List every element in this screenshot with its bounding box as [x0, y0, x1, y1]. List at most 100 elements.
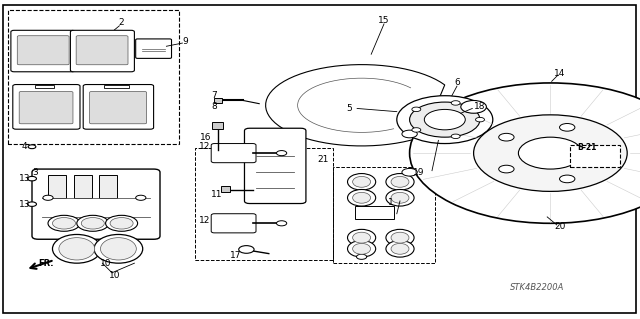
FancyBboxPatch shape: [19, 92, 73, 124]
FancyBboxPatch shape: [13, 85, 80, 129]
Circle shape: [451, 134, 460, 138]
Circle shape: [52, 218, 76, 229]
Circle shape: [28, 145, 36, 149]
Circle shape: [597, 149, 612, 157]
Ellipse shape: [353, 232, 371, 243]
Ellipse shape: [94, 234, 143, 263]
FancyBboxPatch shape: [90, 92, 147, 124]
Text: 10: 10: [109, 271, 121, 280]
FancyBboxPatch shape: [211, 214, 256, 233]
Circle shape: [476, 117, 484, 122]
Ellipse shape: [353, 243, 371, 254]
Circle shape: [461, 100, 486, 113]
FancyBboxPatch shape: [244, 128, 306, 204]
Text: 15: 15: [378, 16, 390, 25]
Text: 17: 17: [230, 251, 241, 260]
Text: 8: 8: [212, 102, 217, 111]
Circle shape: [412, 128, 421, 132]
Text: 14: 14: [554, 69, 566, 78]
Ellipse shape: [386, 229, 414, 246]
FancyBboxPatch shape: [76, 36, 128, 65]
Circle shape: [559, 175, 575, 183]
Text: 4: 4: [22, 142, 27, 151]
FancyBboxPatch shape: [17, 36, 69, 65]
Circle shape: [499, 133, 514, 141]
Circle shape: [474, 115, 627, 191]
Ellipse shape: [100, 238, 136, 260]
Text: 9: 9: [183, 37, 188, 46]
Text: 21: 21: [317, 155, 329, 164]
Circle shape: [276, 221, 287, 226]
Text: 13: 13: [19, 174, 30, 183]
Circle shape: [110, 218, 133, 229]
Ellipse shape: [386, 189, 414, 206]
FancyBboxPatch shape: [211, 144, 256, 163]
Circle shape: [77, 215, 109, 231]
Polygon shape: [266, 65, 445, 146]
Text: 5: 5: [346, 104, 351, 113]
Bar: [212, 122, 223, 129]
Ellipse shape: [353, 192, 371, 203]
Circle shape: [402, 168, 417, 176]
Bar: [104, 85, 129, 88]
Text: 19: 19: [413, 168, 425, 177]
Circle shape: [559, 123, 575, 131]
Text: STK4B2200A: STK4B2200A: [511, 283, 564, 292]
Circle shape: [106, 215, 138, 231]
Circle shape: [43, 195, 53, 200]
Text: 18: 18: [474, 102, 486, 111]
Circle shape: [136, 195, 146, 200]
Ellipse shape: [391, 243, 409, 254]
Circle shape: [397, 96, 493, 144]
Text: 7: 7: [212, 91, 217, 100]
Circle shape: [239, 246, 254, 253]
Ellipse shape: [348, 189, 376, 206]
Circle shape: [48, 215, 80, 231]
Circle shape: [410, 102, 480, 137]
Text: 1: 1: [388, 198, 393, 207]
Circle shape: [424, 109, 465, 130]
Ellipse shape: [348, 229, 376, 246]
FancyBboxPatch shape: [136, 39, 172, 58]
Ellipse shape: [353, 176, 371, 187]
Ellipse shape: [52, 234, 101, 263]
Text: 6: 6: [455, 78, 460, 87]
Text: 10: 10: [100, 259, 111, 268]
Bar: [48, 175, 66, 198]
Ellipse shape: [348, 174, 376, 190]
Circle shape: [81, 218, 104, 229]
Bar: [214, 98, 222, 103]
Circle shape: [451, 101, 460, 105]
Text: 12: 12: [199, 216, 211, 225]
Text: 16: 16: [200, 133, 212, 142]
Circle shape: [356, 254, 367, 259]
Text: 3: 3: [33, 168, 38, 177]
Ellipse shape: [59, 238, 95, 260]
Bar: [35, 85, 54, 88]
Text: 11: 11: [211, 190, 222, 199]
Ellipse shape: [386, 174, 414, 190]
Bar: [195, 148, 333, 260]
Bar: [99, 175, 117, 198]
Text: 2: 2: [119, 18, 124, 27]
Circle shape: [28, 202, 36, 206]
FancyBboxPatch shape: [32, 169, 160, 239]
FancyBboxPatch shape: [70, 30, 134, 72]
Text: 12: 12: [199, 142, 211, 151]
Circle shape: [410, 83, 640, 223]
Circle shape: [28, 176, 36, 181]
Text: FR.: FR.: [38, 259, 54, 268]
Ellipse shape: [386, 241, 414, 257]
Ellipse shape: [391, 176, 409, 187]
FancyBboxPatch shape: [11, 30, 75, 72]
Text: 13: 13: [19, 200, 30, 209]
Ellipse shape: [348, 241, 376, 257]
Bar: [221, 186, 230, 192]
Circle shape: [499, 165, 514, 173]
Bar: [333, 167, 435, 263]
Circle shape: [518, 137, 582, 169]
Text: B-21: B-21: [577, 143, 596, 152]
Circle shape: [276, 151, 287, 156]
Circle shape: [402, 130, 417, 138]
Circle shape: [412, 107, 421, 112]
